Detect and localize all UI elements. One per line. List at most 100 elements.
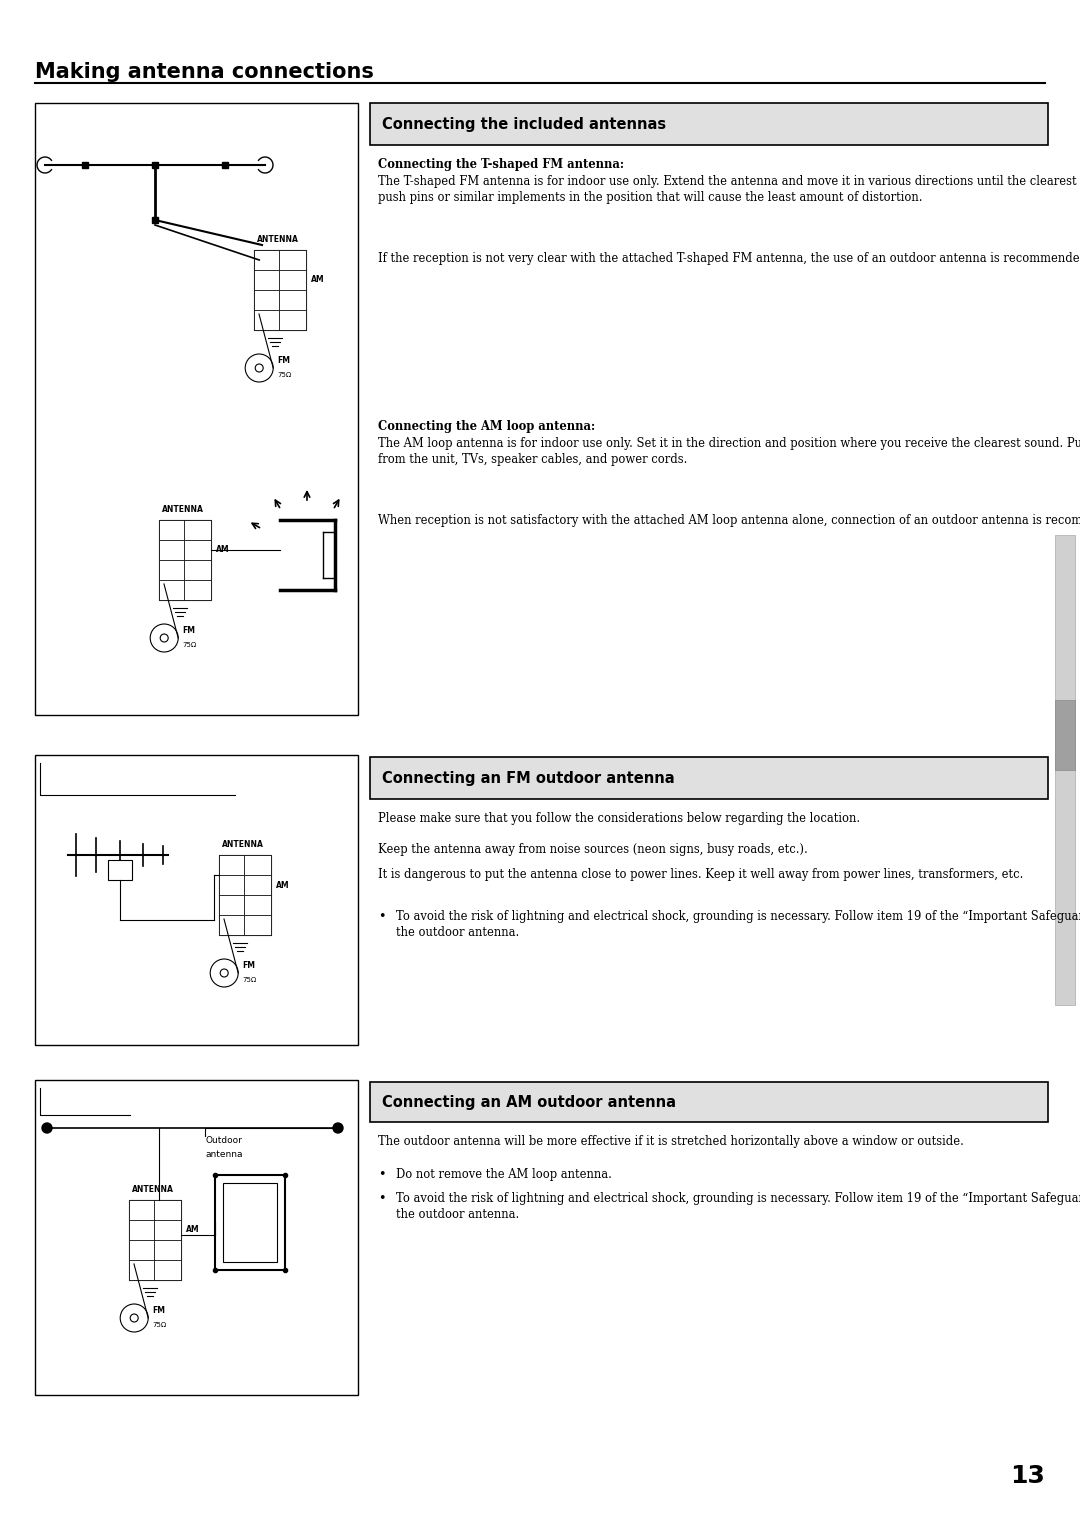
Bar <box>244 856 271 876</box>
Bar <box>254 251 279 270</box>
Text: •: • <box>378 1167 386 1181</box>
Circle shape <box>42 1123 52 1132</box>
Bar <box>254 270 279 290</box>
Bar <box>254 251 306 330</box>
Text: Keep the antenna away from noise sources (neon signs, busy roads, etc.).: Keep the antenna away from noise sources… <box>378 843 808 856</box>
Text: push pins or similar implements in the position that will cause the least amount: push pins or similar implements in the p… <box>378 191 922 203</box>
Bar <box>1055 535 1075 1005</box>
Bar <box>154 1219 181 1241</box>
Text: ANTENNA: ANTENNA <box>257 235 299 244</box>
Bar <box>35 1080 357 1395</box>
Bar <box>279 290 306 310</box>
Bar <box>219 856 271 935</box>
Text: Outdoor: Outdoor <box>205 1135 242 1144</box>
Circle shape <box>131 1314 138 1322</box>
Bar <box>108 860 132 880</box>
Text: If the reception is not very clear with the attached T-shaped FM antenna, the us: If the reception is not very clear with … <box>378 252 1080 264</box>
Bar <box>159 520 211 601</box>
Bar <box>244 876 271 895</box>
Bar <box>370 1082 1048 1122</box>
Text: FM: FM <box>278 356 291 365</box>
Circle shape <box>333 1123 343 1132</box>
Text: Connecting the T-shaped FM antenna:: Connecting the T-shaped FM antenna: <box>378 157 624 171</box>
Text: FM: FM <box>183 626 195 636</box>
Bar <box>154 1199 181 1219</box>
Text: To avoid the risk of lightning and electrical shock, grounding is necessary. Fol: To avoid the risk of lightning and elect… <box>396 911 1080 923</box>
Text: Connecting the AM loop antenna:: Connecting the AM loop antenna: <box>378 420 595 432</box>
Text: AM: AM <box>311 275 325 284</box>
Bar <box>184 539 211 559</box>
Bar <box>35 102 357 715</box>
Text: Connecting an FM outdoor antenna: Connecting an FM outdoor antenna <box>382 770 675 785</box>
Bar <box>1055 700 1075 770</box>
Text: from the unit, TVs, speaker cables, and power cords.: from the unit, TVs, speaker cables, and … <box>378 452 687 466</box>
Text: FM: FM <box>152 1306 165 1316</box>
Text: The T-shaped FM antenna is for indoor use only. Extend the antenna and move it i: The T-shaped FM antenna is for indoor us… <box>378 176 1080 188</box>
Text: Connecting an AM outdoor antenna: Connecting an AM outdoor antenna <box>382 1094 676 1109</box>
Text: To avoid the risk of lightning and electrical shock, grounding is necessary. Fol: To avoid the risk of lightning and elect… <box>396 1192 1080 1206</box>
Text: ANTENNA: ANTENNA <box>162 504 204 513</box>
Circle shape <box>255 364 264 371</box>
Bar <box>184 559 211 581</box>
Text: •: • <box>378 911 386 923</box>
Text: Do not remove the AM loop antenna.: Do not remove the AM loop antenna. <box>396 1167 612 1181</box>
Bar <box>159 559 184 581</box>
Bar <box>159 581 184 601</box>
Text: AM: AM <box>276 880 289 889</box>
Text: ANTENNA: ANTENNA <box>222 840 264 850</box>
Bar <box>129 1241 154 1261</box>
Text: ANTENNA: ANTENNA <box>132 1186 174 1193</box>
Bar <box>370 756 1048 799</box>
Bar <box>219 856 244 876</box>
Bar <box>279 270 306 290</box>
Text: The AM loop antenna is for indoor use only. Set it in the direction and position: The AM loop antenna is for indoor use on… <box>378 437 1080 451</box>
Text: Please make sure that you follow the considerations below regarding the location: Please make sure that you follow the con… <box>378 811 860 825</box>
Circle shape <box>150 623 178 652</box>
Bar <box>222 1183 276 1262</box>
Bar <box>219 915 244 935</box>
Text: AM: AM <box>186 1225 200 1235</box>
Text: It is dangerous to put the antenna close to power lines. Keep it well away from : It is dangerous to put the antenna close… <box>378 868 1024 882</box>
Text: 75Ω: 75Ω <box>183 642 197 648</box>
Text: FM: FM <box>242 961 255 970</box>
Circle shape <box>220 969 228 976</box>
Bar <box>244 915 271 935</box>
Text: the outdoor antenna.: the outdoor antenna. <box>396 1207 519 1221</box>
Bar <box>154 1241 181 1261</box>
Bar <box>254 290 279 310</box>
Text: antenna: antenna <box>205 1151 243 1160</box>
Text: 75Ω: 75Ω <box>152 1322 166 1328</box>
Bar <box>159 520 184 539</box>
Circle shape <box>160 634 168 642</box>
Text: Making antenna connections: Making antenna connections <box>35 63 374 83</box>
Bar <box>370 102 1048 145</box>
Bar <box>129 1219 154 1241</box>
Text: •: • <box>378 1192 386 1206</box>
Bar <box>244 895 271 915</box>
Bar <box>129 1261 154 1280</box>
Bar <box>154 1261 181 1280</box>
Bar <box>159 539 184 559</box>
Bar <box>184 520 211 539</box>
Text: the outdoor antenna.: the outdoor antenna. <box>396 926 519 938</box>
Text: When reception is not satisfactory with the attached AM loop antenna alone, conn: When reception is not satisfactory with … <box>378 513 1080 527</box>
Text: 75Ω: 75Ω <box>242 976 256 983</box>
Circle shape <box>245 354 273 382</box>
Bar <box>279 251 306 270</box>
Text: AM: AM <box>216 545 230 555</box>
Text: 13: 13 <box>1010 1464 1045 1488</box>
Bar <box>35 755 357 1045</box>
Text: Connecting the included antennas: Connecting the included antennas <box>382 116 666 131</box>
Bar <box>279 310 306 330</box>
Bar <box>219 876 244 895</box>
Bar <box>184 581 211 601</box>
Circle shape <box>120 1303 148 1332</box>
Text: 75Ω: 75Ω <box>278 371 292 377</box>
Text: The outdoor antenna will be more effective if it is stretched horizontally above: The outdoor antenna will be more effecti… <box>378 1135 963 1148</box>
Circle shape <box>211 960 239 987</box>
Bar <box>129 1199 181 1280</box>
Bar <box>129 1199 154 1219</box>
Bar <box>254 310 279 330</box>
Bar <box>219 895 244 915</box>
Bar <box>215 1175 285 1270</box>
